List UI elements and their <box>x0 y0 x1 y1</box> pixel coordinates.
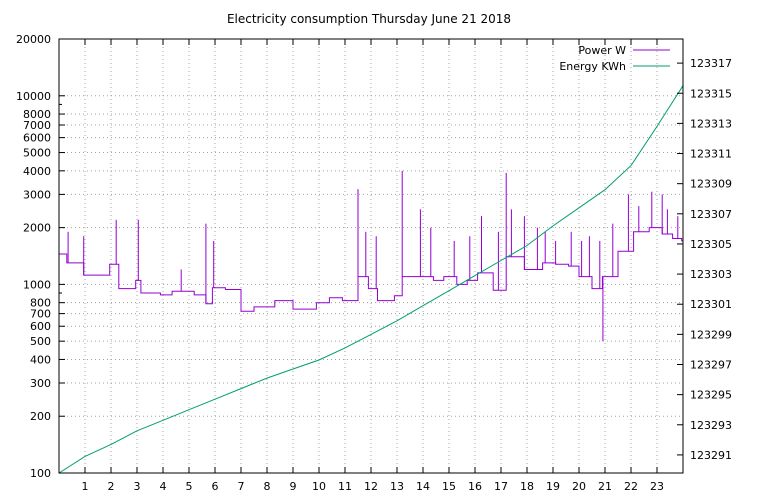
x-tick-label: 20 <box>572 480 586 493</box>
x-tick-label: 16 <box>468 480 482 493</box>
x-tick-label: 12 <box>364 480 378 493</box>
x-tick-label: 14 <box>416 480 430 493</box>
y-right-tick-label: 123311 <box>690 148 732 161</box>
y-right-tick-label: 123303 <box>690 268 732 281</box>
y-right-tick-label: 123295 <box>690 389 732 402</box>
y-right-tick-label: 123301 <box>690 298 732 311</box>
y-right-tick-label: 123297 <box>690 359 732 372</box>
y-right-tick-label: 123309 <box>690 178 732 191</box>
y-left-tick-label: 700 <box>30 308 51 321</box>
y-left-tick-label: 600 <box>30 320 51 333</box>
y-left-tick-label: 6000 <box>23 132 51 145</box>
y-left-tick-label: 800 <box>30 297 51 310</box>
y-right-tick-label: 123305 <box>690 238 732 251</box>
y-left-tick-label: 500 <box>30 335 51 348</box>
y-left-tick-label: 20000 <box>16 33 51 46</box>
y-right-tick-label: 123307 <box>690 208 732 221</box>
x-tick-label: 19 <box>546 480 560 493</box>
legend-label: Energy KWh <box>559 60 626 73</box>
y-right-tick-label: 123291 <box>690 449 732 462</box>
x-tick-label: 22 <box>624 480 638 493</box>
x-tick-label: 6 <box>212 480 219 493</box>
y-left-tick-label: 8000 <box>23 108 51 121</box>
y-left-tick-label: 200 <box>30 410 51 423</box>
y-left-tick-label: 400 <box>30 353 51 366</box>
legend-label: Power W <box>578 44 626 57</box>
x-tick-label: 21 <box>598 480 612 493</box>
y-left-tick-label: 300 <box>30 377 51 390</box>
x-tick-label: 2 <box>108 480 115 493</box>
plot-border <box>58 38 684 474</box>
x-tick-label: 23 <box>650 480 664 493</box>
x-tick-label: 3 <box>134 480 141 493</box>
y-right-tick-label: 123315 <box>690 87 732 100</box>
legend: Power W Energy KWh <box>559 44 670 73</box>
x-tick-label: 17 <box>494 480 508 493</box>
x-tick-label: 8 <box>264 480 271 493</box>
y-left-tick-label: 10000 <box>16 90 51 103</box>
x-tick-label: 1 <box>82 480 89 493</box>
series-layer <box>58 85 684 474</box>
y-left-tick-label: 100 <box>30 467 51 480</box>
x-tick-label: 10 <box>312 480 326 493</box>
grid <box>59 38 683 474</box>
x-tick-label: 11 <box>338 480 352 493</box>
series-line-power <box>59 227 683 312</box>
x-tick-label: 15 <box>442 480 456 493</box>
x-tick-label: 13 <box>390 480 404 493</box>
y-left-tick-label: 3000 <box>23 188 51 201</box>
y-left-tick-label: 7000 <box>23 119 51 132</box>
y-right-tick-label: 123299 <box>690 328 732 341</box>
series-line-energy <box>58 85 684 474</box>
y-left-tick-label: 1000 <box>23 278 51 291</box>
x-tick-label: 7 <box>238 480 245 493</box>
x-tick-label: 9 <box>290 480 297 493</box>
y-left-tick-label: 2000 <box>23 222 51 235</box>
y-right-tick-label: 123293 <box>690 419 732 432</box>
y-left-tick-label: 4000 <box>23 165 51 178</box>
x-tick-label: 5 <box>186 480 193 493</box>
y-right-tick-label: 123317 <box>690 57 732 70</box>
axes: 1 2 3 4 5 6 7 8 9 10 11 12 13 14 15 16 17 18 19 20 21 22 23100… <box>16 33 732 493</box>
chart-title: Electricity consumption Thursday June 21… <box>227 12 511 26</box>
x-tick-label: 18 <box>520 480 534 493</box>
y-right-tick-label: 123313 <box>690 117 732 130</box>
y-left-tick-label: 5000 <box>23 147 51 160</box>
x-tick-label: 4 <box>160 480 167 493</box>
